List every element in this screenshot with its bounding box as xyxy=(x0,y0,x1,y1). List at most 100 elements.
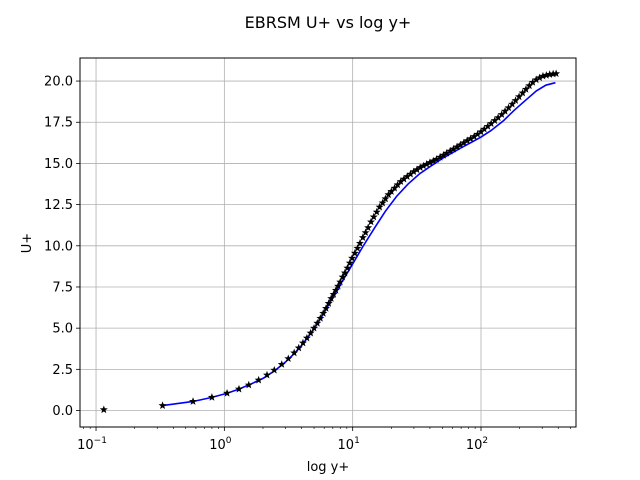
data-point-star xyxy=(331,286,340,294)
y-tick-label: 17.5 xyxy=(44,116,73,131)
y-tick-label: 0.0 xyxy=(52,404,73,419)
data-point-star xyxy=(504,103,513,112)
y-tick-label: 5.0 xyxy=(52,322,73,337)
x-tick-exponent: 1 xyxy=(354,436,360,446)
data-point-star xyxy=(316,314,325,322)
data-point-star xyxy=(158,401,167,409)
y-tick-label: 2.5 xyxy=(52,363,73,378)
data-point-star xyxy=(532,75,541,84)
data-point-star xyxy=(439,150,448,159)
data-point-star xyxy=(207,393,216,401)
data-point-star xyxy=(345,258,354,267)
data-point-star xyxy=(334,281,343,290)
data-point-star xyxy=(473,130,482,138)
data-point-star xyxy=(456,140,465,149)
x-tick-label: 102 xyxy=(466,436,488,453)
x-tick-label: 101 xyxy=(338,436,360,453)
data-point-star xyxy=(336,277,345,286)
data-point-star xyxy=(416,163,425,171)
data-point-star xyxy=(367,217,376,226)
data-point-star xyxy=(375,202,384,211)
x-tick-base: 10 xyxy=(77,438,94,453)
data-point-star xyxy=(432,155,441,163)
data-point-star xyxy=(327,294,336,302)
x-axis: 10−1 100 101 102 xyxy=(77,427,571,453)
data-point-star xyxy=(552,69,561,78)
data-point-star xyxy=(270,365,279,374)
data-point-star xyxy=(521,85,530,93)
data-point-star xyxy=(353,244,362,252)
data-point-star xyxy=(403,172,412,181)
y-tick-label: 12.5 xyxy=(44,198,73,213)
data-point-star xyxy=(189,397,198,405)
data-point-star xyxy=(508,99,517,108)
data-point-star xyxy=(515,92,524,101)
data-point-star xyxy=(429,156,438,165)
data-point-star xyxy=(542,71,551,79)
y-tick-label: 7.5 xyxy=(52,280,73,295)
x-tick-exponent: 2 xyxy=(482,436,488,446)
data-point-star xyxy=(244,380,253,389)
data-point-star xyxy=(306,328,315,337)
data-point-star xyxy=(364,223,373,232)
data-point-star xyxy=(338,272,347,281)
data-point-star xyxy=(381,194,390,203)
data-point-star xyxy=(535,73,544,82)
x-tick-exponent: 0 xyxy=(226,436,232,446)
data-point-star xyxy=(409,167,418,176)
data-point-star xyxy=(390,183,399,192)
data-point-star xyxy=(412,165,421,174)
data-point-star xyxy=(290,348,299,357)
data-point-star xyxy=(494,113,503,122)
grid xyxy=(80,58,576,427)
series-layer xyxy=(99,69,561,414)
data-point-star xyxy=(436,152,445,161)
data-point-star xyxy=(254,375,263,384)
data-point-star xyxy=(422,160,431,168)
x-tick-label: 100 xyxy=(209,436,232,453)
plot-area xyxy=(79,57,577,428)
data-point-star xyxy=(378,198,387,207)
x-tick-exponent: −1 xyxy=(94,436,107,446)
data-point-star xyxy=(302,333,311,342)
data-point-star xyxy=(372,207,381,216)
data-point-star xyxy=(348,253,357,262)
x-tick-base: 10 xyxy=(338,438,355,453)
data-point-star xyxy=(459,138,468,147)
data-point-star xyxy=(223,389,232,397)
data-point-star xyxy=(284,354,293,363)
y-axis-title: U+ xyxy=(20,233,35,253)
data-point-star xyxy=(466,134,475,143)
data-point-star xyxy=(442,149,451,157)
data-point-star xyxy=(234,384,243,393)
x-tick-base: 10 xyxy=(209,438,226,453)
data-point-star xyxy=(343,263,352,272)
data-point-star xyxy=(419,161,428,170)
data-point-star xyxy=(310,323,319,332)
data-point-star xyxy=(361,228,370,237)
data-point-star xyxy=(313,319,322,327)
data-point-star xyxy=(406,169,415,178)
series-markers xyxy=(99,69,561,414)
data-point-star xyxy=(549,69,558,78)
data-point-star xyxy=(396,177,405,185)
data-point-star xyxy=(501,107,510,115)
data-point-star xyxy=(263,370,272,379)
y-tick-label: 20.0 xyxy=(44,75,73,90)
data-point-star xyxy=(350,249,359,257)
data-point-star xyxy=(294,343,303,352)
data-point-star xyxy=(393,180,402,189)
x-tick-base: 10 xyxy=(466,438,483,453)
x-axis-title: log y+ xyxy=(307,460,350,475)
data-point-star xyxy=(446,146,455,155)
data-point-star xyxy=(384,190,393,199)
data-point-star xyxy=(487,119,496,127)
plot-frame xyxy=(79,57,577,428)
data-point-star xyxy=(545,70,554,78)
y-tick-label: 15.0 xyxy=(44,157,73,172)
data-point-star xyxy=(355,239,364,247)
data-point-star xyxy=(525,81,534,90)
data-point-star xyxy=(463,136,472,145)
data-point-star xyxy=(99,405,108,414)
